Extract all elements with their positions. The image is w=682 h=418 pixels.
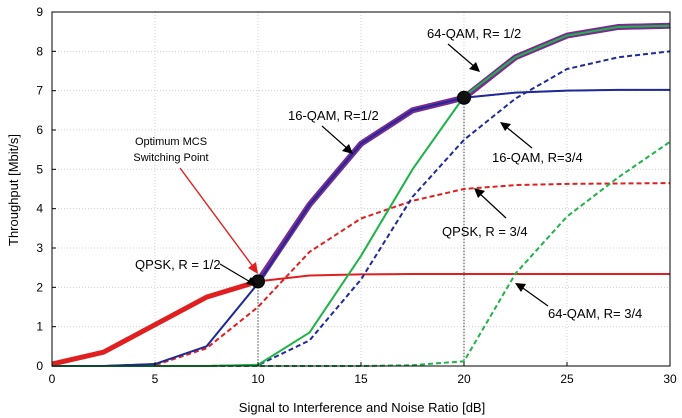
arrow-16qam-3-4 xyxy=(500,122,533,149)
annotation-16qam-1-2: 16-QAM, R=1/2 xyxy=(288,108,379,123)
y-tick-label-9: 9 xyxy=(36,5,43,19)
y-tick-label-6: 6 xyxy=(36,123,43,137)
annotation-64qam-1-2: 64-QAM, R= 1/2 xyxy=(427,26,521,41)
annotation-qpsk-3-4: QPSK, R = 3/4 xyxy=(442,224,528,239)
y-tick-label-4: 4 xyxy=(36,202,43,216)
x-axis-label: Signal to Interference and Noise Ratio [… xyxy=(239,400,485,415)
y-tick-label-0: 0 xyxy=(36,359,43,373)
arrow-optimum-switching xyxy=(179,167,258,274)
annotation-qpsk-1-2: QPSK, R = 1/2 xyxy=(135,257,221,272)
arrow-qpsk-1-2 xyxy=(219,263,257,286)
x-tick-label-3: 15 xyxy=(354,372,368,386)
annotations: QPSK, R = 1/2 QPSK, R = 3/4 16-QAM, R=1/… xyxy=(133,26,642,321)
y-tick-label-2: 2 xyxy=(36,280,43,294)
x-tick-label-1: 5 xyxy=(152,372,159,386)
arrow-64qam-3-4 xyxy=(515,283,549,307)
y-tick-label-8: 8 xyxy=(36,44,43,58)
annotation-optimum-line2: Switching Point xyxy=(133,152,208,164)
series-line-16-qam-r-3-4 xyxy=(52,50,671,367)
x-tick-label-6: 30 xyxy=(663,372,677,386)
y-tick-label-7: 7 xyxy=(36,84,43,98)
annotation-16qam-3-4: 16-QAM, R=3/4 xyxy=(492,150,583,165)
optimum-qpsk-segment xyxy=(51,279,259,367)
tick-labels: 0 5 10 15 20 25 30 0 1 2 3 4 5 6 7 8 9 xyxy=(36,5,677,386)
switch-point-1 xyxy=(457,90,471,105)
x-tick-label-2: 10 xyxy=(251,372,265,386)
y-tick-label-1: 1 xyxy=(36,320,43,334)
annotation-64qam-3-4: 64-QAM, R= 3/4 xyxy=(548,306,642,321)
y-tick-label-5: 5 xyxy=(36,162,43,176)
y-tick-label-3: 3 xyxy=(36,241,43,255)
x-tick-label-0: 0 xyxy=(49,372,56,386)
y-axis-label: Throughput [Mbit/s] xyxy=(6,134,21,246)
x-tick-label-4: 20 xyxy=(457,372,471,386)
switch-reference-lines xyxy=(257,97,465,366)
x-tick-label-5: 25 xyxy=(560,372,574,386)
annotation-optimum-line1: Optimum MCS xyxy=(135,136,207,148)
series-line-qpsk-r-3-4 xyxy=(52,182,671,367)
arrow-64qam-1-2 xyxy=(447,43,480,72)
arrow-16qam-1-2 xyxy=(321,125,353,154)
arrow-qpsk-3-4 xyxy=(474,188,507,219)
